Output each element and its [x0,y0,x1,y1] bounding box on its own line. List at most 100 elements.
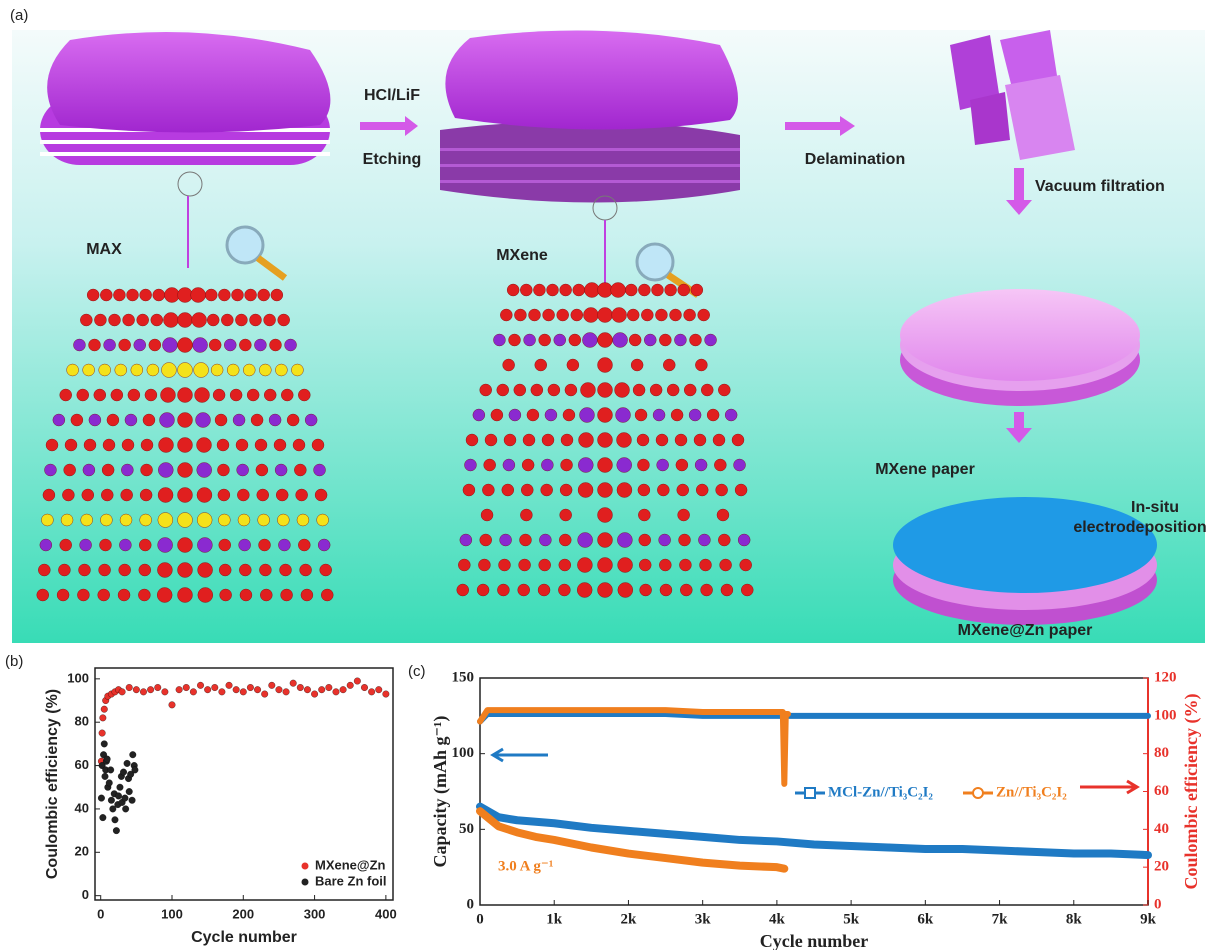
point [368,689,375,696]
atom [738,534,750,546]
atom [81,514,93,526]
atom [584,283,599,298]
point [169,702,176,709]
atom [527,409,539,421]
axis-pointer [493,749,548,761]
atom [523,434,535,446]
atom [178,513,193,528]
atom [178,563,193,578]
atom [696,484,708,496]
atom [558,584,570,596]
point [183,684,190,691]
atom [480,384,492,396]
x-tick-label: 1k [546,911,563,927]
atom [663,359,675,371]
point [290,680,297,687]
atom [569,334,581,346]
atom [99,364,111,376]
point [297,684,304,691]
atom [287,414,299,426]
x-axis-label: Cycle number [760,931,868,950]
atom [64,464,76,476]
atom [259,539,271,551]
atom [217,439,229,451]
y2-tick-label: 40 [1154,821,1169,837]
atom [698,534,710,546]
atom [695,459,707,471]
atom [627,309,639,321]
y2-axis-label: Coulombic efficiency (%) [1181,694,1202,890]
atom [115,364,127,376]
atom [482,484,494,496]
atom [178,388,193,403]
atom [741,584,753,596]
point [233,686,240,693]
point [254,686,261,693]
atom [678,284,690,296]
point [106,780,113,787]
panel-label: (c) [408,663,426,680]
atom [145,389,157,401]
atom [98,589,110,601]
atom [211,364,223,376]
atom [198,588,213,603]
y2-tick-label: 100 [1154,707,1177,723]
atom [312,439,324,451]
point [304,686,311,693]
atom [140,489,152,501]
atom [629,334,641,346]
atom [560,484,572,496]
atom [598,508,613,523]
atom [679,559,691,571]
atom [640,584,652,596]
atom [157,563,172,578]
atom [598,283,613,298]
atom [625,284,637,296]
atom [178,363,193,378]
atom [276,489,288,501]
atom [514,309,526,321]
atom [239,339,251,351]
atom [84,439,96,451]
legend-marker [302,879,309,886]
atom [139,564,151,576]
atom [269,339,281,351]
atom [473,409,485,421]
atom [80,314,92,326]
atom [237,489,249,501]
atom [67,364,79,376]
atom [82,489,94,501]
atom [275,364,287,376]
atom [83,464,95,476]
atom [650,384,662,396]
atom [460,534,472,546]
atom [491,409,503,421]
atom [716,484,728,496]
atom [734,459,746,471]
atom [560,509,572,521]
atom [500,309,512,321]
atom [178,488,193,503]
point [133,686,140,693]
atom [518,584,530,596]
atom [53,414,65,426]
atom [38,564,50,576]
atom [519,559,531,571]
atom [264,389,276,401]
point [219,689,226,696]
point [375,686,382,693]
atom [613,333,628,348]
atom [631,359,643,371]
atom [514,384,526,396]
atom [701,384,713,396]
atom [294,464,306,476]
atom [79,564,91,576]
atom [275,464,287,476]
atom [499,559,511,571]
atom [298,539,310,551]
atom [158,538,173,553]
x-tick-label: 7k [992,911,1009,927]
axis-pointer [1080,781,1137,793]
vacuum-filtration-label: Vacuum filtration [1035,178,1165,195]
annotation: 3.0 A g⁻¹ [498,858,553,874]
